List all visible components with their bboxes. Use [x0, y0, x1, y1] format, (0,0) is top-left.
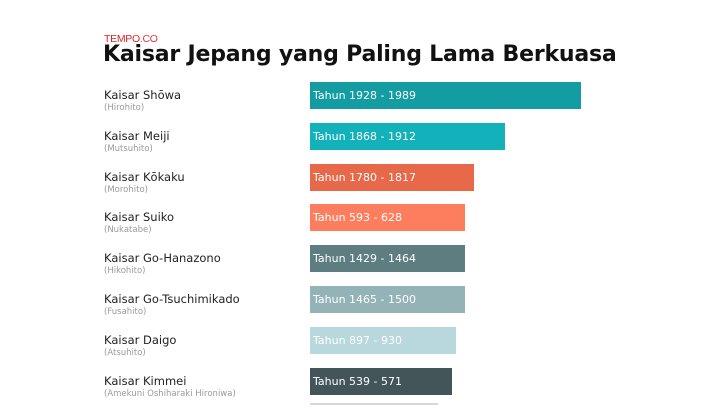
reign-label: Tahun 897 - 930 — [313, 334, 403, 347]
reign-bar: Tahun 539 - 571 — [310, 368, 452, 395]
emperor-name: Kaisar Go-Hanazono — [104, 251, 221, 265]
emperor-name: Kaisar Daigo — [104, 333, 177, 347]
bar-row: Kaisar Shōwa (Hirohito) Tahun 1928 - 198… — [0, 82, 720, 123]
reign-bar: Tahun 1780 - 1817 — [310, 164, 474, 191]
reign-label: Tahun 1465 - 1500 — [313, 293, 417, 306]
bar-row: Kaisar Kimmei (Amekuni Oshiharaki Hironi… — [0, 368, 720, 409]
reign-label: Tahun 593 - 628 — [313, 211, 403, 224]
bar-row: Kaisar Meiji (Mutsuhito) Tahun 1868 - 19… — [0, 123, 720, 164]
reign-bar: Tahun 1928 - 1989 — [310, 82, 581, 109]
bar-row: Kaisar Suiko (Nukatabe) Tahun 593 - 628 — [0, 204, 720, 245]
brand-suffix: .CO — [139, 33, 158, 45]
emperor-alias: (Mutsuhito) — [104, 144, 153, 154]
reign-bar: Tahun 1465 - 1500 — [310, 286, 465, 313]
emperor-alias: (Hirohito) — [104, 103, 145, 113]
reign-bar: Tahun 1868 - 1912 — [310, 123, 505, 150]
emperor-name: Kaisar Shōwa — [104, 88, 182, 102]
emperor-alias: (Atsuhito) — [104, 348, 146, 358]
reign-bar: Tahun 897 - 930 — [310, 327, 456, 354]
emperor-alias: (Nukatabe) — [104, 225, 152, 235]
chart-title: Kaisar Jepang yang Paling Lama Berkuasa — [103, 42, 617, 67]
emperor-name: Kaisar Go-Tsuchimikado — [104, 292, 240, 306]
bar-row: Kaisar Go-Tsuchimikado (Fusahito) Tahun … — [0, 286, 720, 327]
bar-row: Kaisar Kōkaku (Morohito) Tahun 1780 - 18… — [0, 164, 720, 205]
reign-label: Tahun 1868 - 1912 — [313, 130, 417, 143]
bar-row: Kaisar Go-Hanazono (Hikohito) Tahun 1429… — [0, 245, 720, 286]
emperor-alias: (Hikohito) — [104, 266, 146, 276]
reign-label: Tahun 1429 - 1464 — [313, 252, 417, 265]
reign-label: Tahun 1928 - 1989 — [313, 89, 417, 102]
brand-logo: TEMPO.CO — [104, 33, 158, 45]
emperor-alias: (Morohito) — [104, 185, 148, 195]
emperor-name: Kaisar Meiji — [104, 129, 170, 143]
reign-bar: Tahun 1429 - 1464 — [310, 245, 465, 272]
emperor-name: Kaisar Kimmei — [104, 374, 187, 388]
brand-name: TEMPO — [104, 33, 140, 45]
emperor-alias: (Fusahito) — [104, 307, 147, 317]
reign-label: Tahun 1780 - 1817 — [313, 171, 417, 184]
emperor-name: Kaisar Kōkaku — [104, 170, 185, 184]
emperor-alias: (Amekuni Oshiharaki Hironiwa) — [104, 389, 236, 399]
next-bar-edge — [310, 403, 438, 405]
emperor-name: Kaisar Suiko — [104, 210, 175, 224]
reign-bar: Tahun 593 - 628 — [310, 204, 465, 231]
reign-label: Tahun 539 - 571 — [313, 375, 403, 388]
bar-row: Kaisar Daigo (Atsuhito) Tahun 897 - 930 — [0, 327, 720, 368]
